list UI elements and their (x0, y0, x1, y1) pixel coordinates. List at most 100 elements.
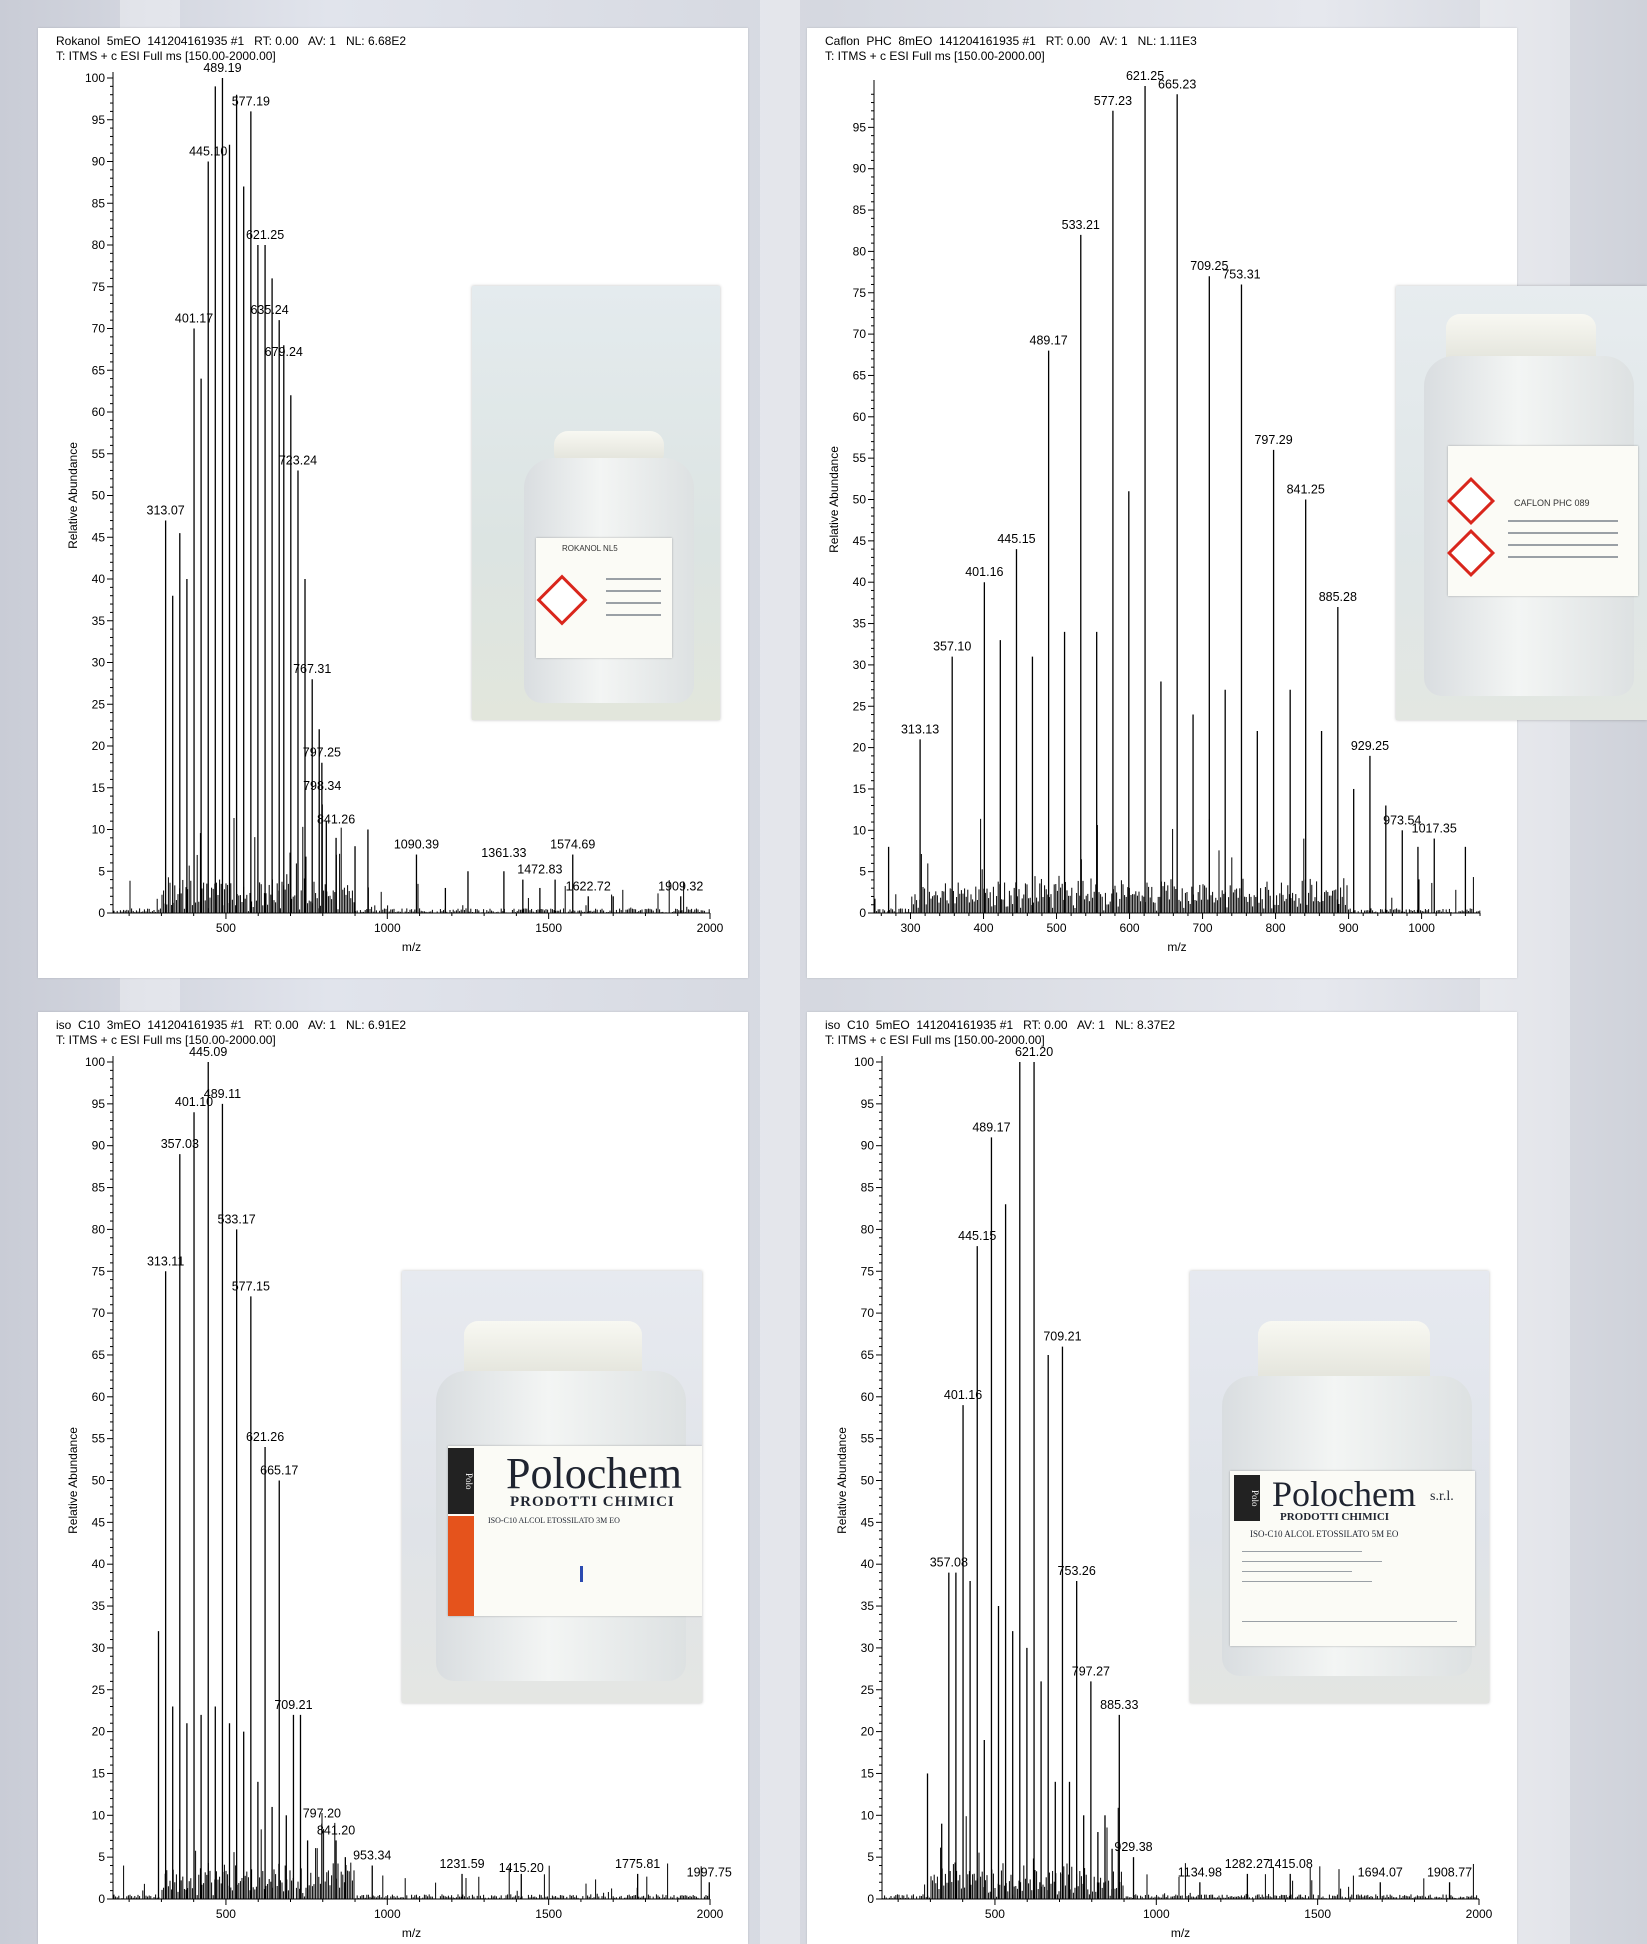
peak-label: 489.17 (972, 1120, 1010, 1134)
y-tick-label: 35 (861, 1599, 875, 1613)
peak-label: 797.20 (303, 1807, 341, 1821)
y-tick-label: 85 (853, 203, 867, 217)
x-axis-title: m/z (1167, 940, 1186, 954)
peak-label: 1622.72 (566, 879, 611, 893)
bottle-label: Polo Polochem s.r.l. PRODOTTI CHIMICI IS… (1230, 1471, 1475, 1646)
y-tick-label: 20 (92, 1725, 106, 1739)
x-tick-label: 2000 (697, 921, 724, 935)
brand-name: Polochem (506, 1449, 682, 1498)
y-tick-label: 100 (85, 1055, 105, 1069)
y-tick-label: 40 (92, 572, 106, 586)
peak-label: 489.19 (203, 61, 241, 75)
peak-label: 577.19 (232, 94, 270, 108)
peak-label: 709.21 (1043, 1330, 1081, 1344)
peak-label: 445.09 (189, 1045, 227, 1059)
y-tick-label: 80 (92, 1222, 106, 1236)
y-tick-label: 65 (92, 363, 106, 377)
y-tick-label: 50 (853, 493, 867, 507)
y-tick-label: 35 (853, 617, 867, 631)
y-tick-label: 60 (92, 405, 106, 419)
y-tick-label: 50 (92, 1474, 106, 1488)
x-tick-label: 300 (900, 921, 920, 935)
panel-header: iso C10 5mEO 141204161935 #1 RT: 0.00 AV… (825, 1018, 1175, 1048)
brand-suffix: s.r.l. (1430, 1489, 1454, 1504)
mass-spectrum-chart: 0 5 10 15 20 25 30 35 40 45 50 55 60 65 70 75 80 85 90 95 10… (66, 1045, 732, 1940)
bottle-label: Polo Polochem PRODOTTI CHIMICI ISO-C10 A… (448, 1446, 702, 1616)
peak-label: 767.31 (293, 662, 331, 676)
peak-label: 577.15 (232, 1279, 270, 1293)
peak-label: 577.23 (1094, 94, 1132, 108)
y-tick-label: 95 (861, 1097, 875, 1111)
peak-label: 953.34 (353, 1849, 391, 1863)
x-tick-label: 2000 (1466, 1907, 1493, 1921)
x-tick-label: 1000 (1143, 1907, 1170, 1921)
x-tick-label: 800 (1266, 921, 1286, 935)
peak-label: 1997.75 (687, 1865, 732, 1879)
y-tick-label: 85 (861, 1181, 875, 1195)
y-tick-label: 90 (861, 1139, 875, 1153)
y-tick-label: 65 (861, 1348, 875, 1362)
y-tick-label: 70 (853, 327, 867, 341)
peak-label: 621.25 (1126, 69, 1164, 83)
peak-label: 1231.59 (439, 1857, 484, 1871)
y-tick-label: 95 (92, 113, 106, 127)
y-tick-label: 50 (861, 1474, 875, 1488)
y-tick-label: 70 (92, 322, 106, 336)
peak-label: 533.21 (1062, 218, 1100, 232)
y-tick-label: 35 (92, 1599, 106, 1613)
peak-label: 357.08 (930, 1556, 968, 1570)
y-tick-label: 80 (861, 1222, 875, 1236)
y-tick-label: 40 (92, 1557, 106, 1571)
y-tick-label: 75 (92, 1264, 106, 1278)
y-tick-label: 95 (92, 1097, 106, 1111)
peak-label: 357.10 (933, 640, 971, 654)
y-tick-label: 5 (98, 864, 105, 878)
y-tick-label: 15 (92, 1766, 106, 1780)
peak-label: 929.38 (1114, 1840, 1152, 1854)
product-bottle-photo-rokanol: ROKANOL NL5 (472, 286, 720, 720)
ghs-corrosive-pictogram-icon (536, 574, 588, 626)
x-tick-label: 500 (216, 921, 236, 935)
y-tick-label: 75 (853, 286, 867, 300)
panel-header-line1: Rokanol 5mEO 141204161935 #1 RT: 0.00 AV… (56, 34, 407, 48)
y-tick-label: 40 (861, 1557, 875, 1571)
peak-label: 635.24 (250, 303, 288, 317)
peak-label: 401.16 (965, 565, 1003, 579)
y-tick-label: 60 (853, 410, 867, 424)
spectrum-panel-2: Caflon PHC 8mEO 141204161935 #1 RT: 0.00… (807, 28, 1647, 978)
peak-label: 401.10 (175, 1095, 213, 1109)
y-tick-label: 90 (853, 162, 867, 176)
y-tick-label: 5 (859, 865, 866, 879)
y-tick-label: 40 (853, 575, 867, 589)
y-tick-label: 20 (92, 739, 106, 753)
x-tick-label: 900 (1339, 921, 1359, 935)
polochem-logo-icon: Polo (1234, 1475, 1260, 1521)
peak-label: 1574.69 (550, 838, 595, 852)
peak-label: 1017.35 (1412, 822, 1457, 836)
peak-label: 1694.07 (1358, 1865, 1403, 1879)
peak-label: 357.03 (161, 1137, 199, 1151)
peak-label: 665.23 (1158, 77, 1196, 91)
y-tick-label: 25 (92, 697, 106, 711)
product-name: ISO-C10 ALCOL ETOSSILATO 3M EO (488, 1516, 620, 1525)
y-tick-label: 0 (98, 906, 105, 920)
x-tick-label: 600 (1120, 921, 1140, 935)
peak-label: 679.24 (265, 345, 303, 359)
peak-label: 1415.20 (499, 1861, 544, 1875)
y-tick-label: 10 (92, 1808, 106, 1822)
peak-label: 798.34 (303, 779, 341, 793)
y-tick-label: 85 (92, 1181, 106, 1195)
y-tick-label: 85 (92, 196, 106, 210)
y-tick-label: 95 (853, 120, 867, 134)
mass-spectrum-chart: 0 5 10 15 20 25 30 35 40 45 50 55 60 65 70 75 80 85 90 95 30… (827, 69, 1481, 954)
y-tick-label: 10 (92, 823, 106, 837)
peak-label: 621.20 (1015, 1045, 1053, 1059)
y-tick-label: 60 (92, 1390, 106, 1404)
x-tick-label: 1500 (535, 1907, 562, 1921)
x-tick-label: 700 (1193, 921, 1213, 935)
mass-spectrum-chart: 0 5 10 15 20 25 30 35 40 45 50 55 60 65 70 75 80 85 90 95 10… (66, 61, 724, 954)
y-tick-label: 70 (861, 1306, 875, 1320)
x-tick-label: 1000 (374, 921, 401, 935)
x-tick-label: 500 (216, 1907, 236, 1921)
bottle-label-text: CAFLON PHC 089 (1514, 498, 1590, 508)
